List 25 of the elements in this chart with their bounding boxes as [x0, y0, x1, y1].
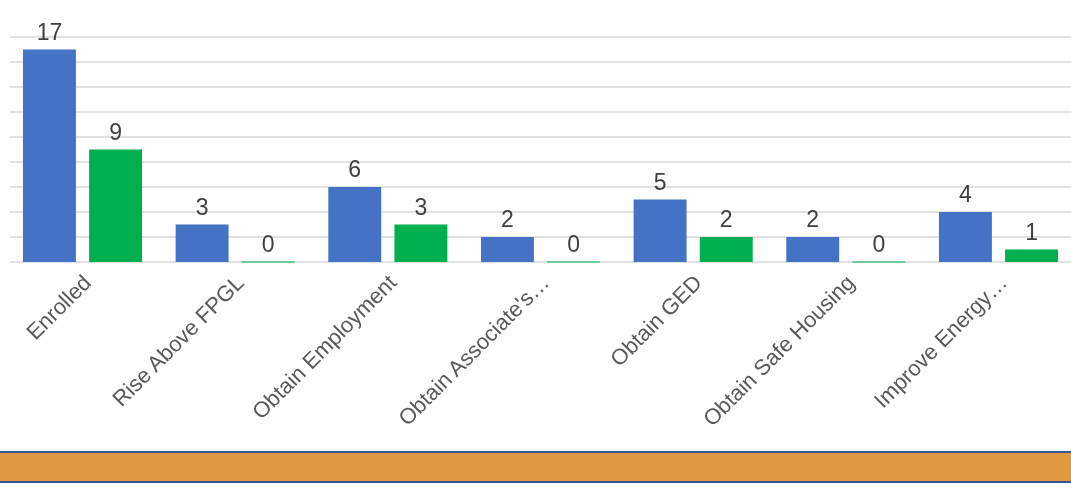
bar: [699, 237, 753, 262]
bar: [328, 187, 382, 262]
data-label: 3: [414, 193, 428, 220]
data-label: 17: [36, 18, 63, 45]
data-label: 5: [653, 168, 667, 195]
data-label: 2: [806, 206, 820, 232]
bar: [786, 237, 840, 262]
data-label: 0: [872, 231, 886, 257]
bar: [89, 149, 143, 262]
data-label: 0: [567, 231, 580, 257]
bar: [938, 212, 992, 262]
data-label: 6: [348, 156, 362, 182]
data-label: 0: [261, 231, 275, 257]
bar: [1005, 249, 1059, 262]
bar: [175, 224, 229, 262]
data-label: 2: [501, 206, 514, 232]
data-label: 1: [1025, 218, 1038, 245]
bar: [394, 224, 448, 262]
data-label: 3: [195, 193, 209, 220]
data-label: 2: [719, 206, 733, 232]
data-label: 4: [959, 181, 973, 207]
bar: [633, 199, 687, 262]
data-label: 9: [109, 118, 122, 145]
bar: [480, 237, 534, 262]
bar: [22, 49, 76, 262]
